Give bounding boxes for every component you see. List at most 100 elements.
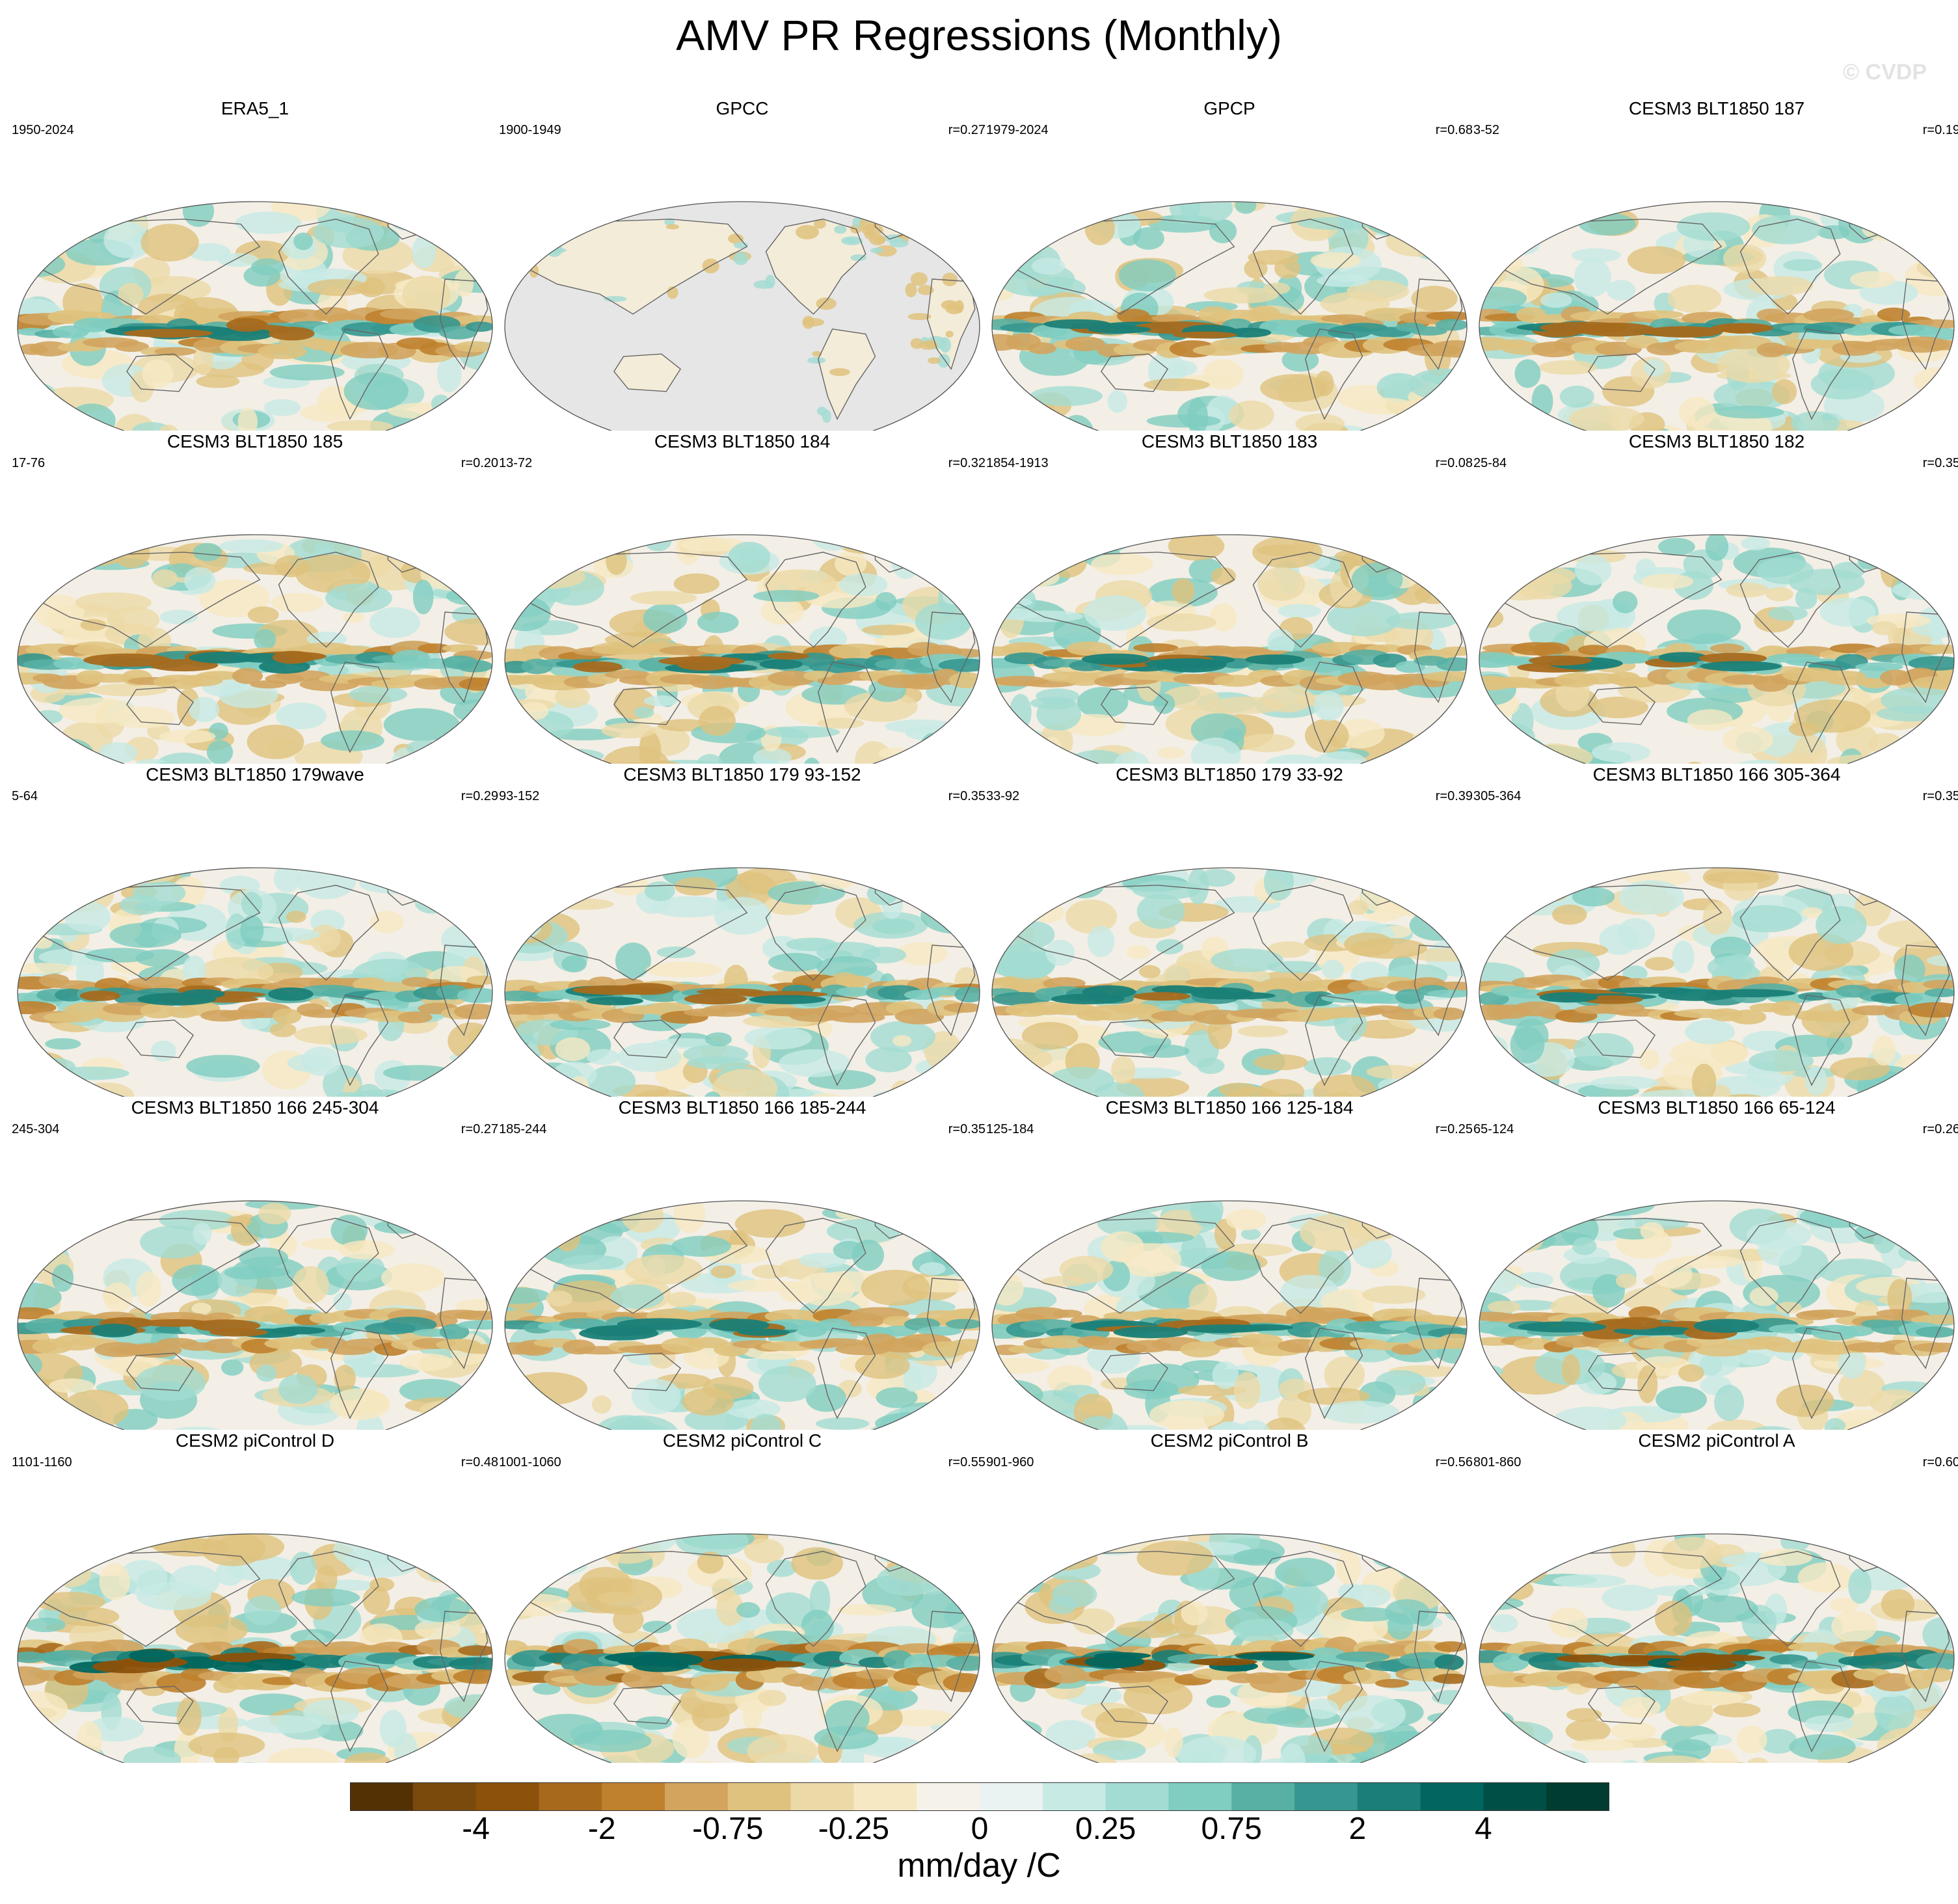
map-boundary xyxy=(991,867,1468,1097)
precip-anomaly-blob xyxy=(244,1596,282,1626)
precip-anomaly-blob xyxy=(1706,1419,1769,1430)
precip-anomaly-blob xyxy=(26,750,105,764)
precip-anomaly-blob xyxy=(412,580,434,615)
precip-anomaly-blob xyxy=(1314,691,1344,721)
coastline-north-america xyxy=(278,1551,379,1647)
map-boundary xyxy=(504,201,980,431)
precip-anomaly-blob xyxy=(29,727,51,757)
precip-anomaly-blob xyxy=(141,224,199,261)
panel-pattern-correlation: r=0.25 xyxy=(1435,1122,1473,1136)
precip-anomaly-blob xyxy=(874,1534,920,1564)
precip-anomaly-blob xyxy=(447,878,492,913)
precip-anomaly-blob xyxy=(1579,213,1636,235)
precip-anomaly-blob xyxy=(1901,868,1954,885)
precip-anomaly-blob xyxy=(1136,1540,1213,1576)
precip-anomaly-blob xyxy=(1335,1551,1361,1585)
precip-anomaly-blob xyxy=(1168,360,1198,377)
precip-anomaly-blob xyxy=(992,1223,1045,1242)
precip-anomaly-blob xyxy=(26,1237,66,1253)
coastline-eurasia xyxy=(1006,1551,1235,1647)
precip-anomaly-blob xyxy=(1313,1074,1376,1097)
precip-anomaly-blob xyxy=(1146,613,1216,632)
colorbar-swatch xyxy=(980,1782,1043,1811)
world-map xyxy=(504,201,980,431)
precip-anomaly-blob xyxy=(697,1551,724,1574)
precip-anomaly-blob xyxy=(1640,1755,1711,1763)
precip-anomaly-blob xyxy=(704,1032,732,1047)
precip-anomaly-blob xyxy=(1027,1092,1067,1097)
precip-anomaly-blob xyxy=(455,567,475,594)
precip-anomaly-blob xyxy=(1013,237,1041,263)
itcz-band-cell xyxy=(950,1308,980,1319)
itcz-band-cell xyxy=(954,986,980,1003)
core-anomaly xyxy=(1236,1652,1314,1661)
precip-anomaly-blob xyxy=(1237,1025,1289,1038)
precip-anomaly-blob xyxy=(1041,1534,1117,1555)
precip-anomaly-blob xyxy=(838,573,888,597)
precip-anomaly-blob xyxy=(1792,734,1828,764)
precip-anomaly-blob xyxy=(1656,1386,1708,1414)
precip-anomaly-blob xyxy=(1886,1409,1954,1430)
precip-anomaly-blob xyxy=(221,1359,244,1376)
core-anomaly xyxy=(684,993,747,1005)
precip-anomaly-blob xyxy=(49,1378,94,1393)
precip-anomaly-blob xyxy=(1611,1535,1636,1567)
precip-anomaly-blob xyxy=(1929,214,1954,248)
precip-anomaly-blob xyxy=(915,602,972,640)
precip-anomaly-blob xyxy=(414,1546,468,1583)
precip-anomaly-blob xyxy=(609,874,649,896)
world-map xyxy=(991,534,1468,764)
precip-anomaly-blob xyxy=(1499,425,1574,431)
precip-anomaly-blob xyxy=(1501,885,1533,902)
precip-anomaly-blob xyxy=(1315,371,1334,397)
precip-anomaly-blob xyxy=(51,1560,92,1587)
precip-anomaly-blob xyxy=(1258,1079,1305,1097)
map-panel: GPCC 1900-1949 r=0.27 xyxy=(499,98,986,431)
precip-anomaly-blob xyxy=(1538,360,1598,375)
precip-anomaly-blob xyxy=(159,1209,236,1231)
precip-anomaly-blob xyxy=(44,202,100,221)
coastline-south-america xyxy=(330,1661,389,1752)
precip-anomaly-blob xyxy=(511,1734,550,1763)
precip-anomaly-blob xyxy=(1880,550,1901,587)
itcz-band-cell xyxy=(1621,653,1655,664)
panel-pattern-correlation: r=0.35 xyxy=(948,789,986,803)
precip-anomaly-blob xyxy=(1278,604,1321,619)
precip-anomaly-blob xyxy=(1678,1364,1704,1382)
core-anomaly xyxy=(1529,655,1592,666)
precip-anomaly-blob xyxy=(405,1397,476,1414)
precip-anomaly-blob xyxy=(1793,699,1871,733)
precip-anomaly-blob xyxy=(1118,259,1176,291)
precip-anomaly-blob xyxy=(992,868,1025,894)
precip-anomaly-blob xyxy=(891,544,920,579)
map-panel: CESM3 BLT1850 182 25-84 r=0.35 xyxy=(1473,431,1958,764)
precip-anomaly-blob xyxy=(293,1025,368,1045)
precip-anomaly-blob xyxy=(325,1579,375,1591)
panel-pattern-correlation: r=0.08 xyxy=(1435,456,1473,470)
precip-anomaly-blob xyxy=(1430,1393,1467,1417)
precip-anomaly-blob xyxy=(906,874,928,887)
coastline-north-america xyxy=(765,552,866,648)
coastline-australia xyxy=(126,1019,194,1058)
precip-anomaly-blob xyxy=(817,717,865,729)
precip-anomaly-blob xyxy=(1386,611,1457,630)
precip-anomaly-blob xyxy=(1540,292,1572,308)
precip-anomaly-blob xyxy=(1418,1062,1466,1097)
precip-anomaly-blob xyxy=(1233,1371,1261,1410)
panel-pattern-correlation: r=0.32 xyxy=(948,456,986,470)
precip-anomaly-blob xyxy=(665,224,680,230)
precip-anomaly-blob xyxy=(710,1265,736,1279)
precip-anomaly-blob xyxy=(1492,1579,1534,1601)
coastline-eurasia xyxy=(1493,1551,1723,1647)
coastline-australia xyxy=(1588,686,1656,725)
precip-anomaly-blob xyxy=(1340,535,1361,552)
colorbar-swatch xyxy=(853,1782,917,1811)
core-anomaly xyxy=(1659,652,1708,663)
precip-anomaly-blob xyxy=(268,1747,339,1763)
precip-anomaly-blob xyxy=(996,1209,1021,1229)
precip-anomaly-blob xyxy=(330,1214,368,1246)
precip-anomaly-blob xyxy=(547,1280,624,1318)
panel-title: CESM3 BLT1850 166 305-364 xyxy=(1592,764,1841,784)
precip-anomaly-blob xyxy=(1156,939,1184,954)
precip-anomaly-blob xyxy=(1414,1201,1456,1214)
